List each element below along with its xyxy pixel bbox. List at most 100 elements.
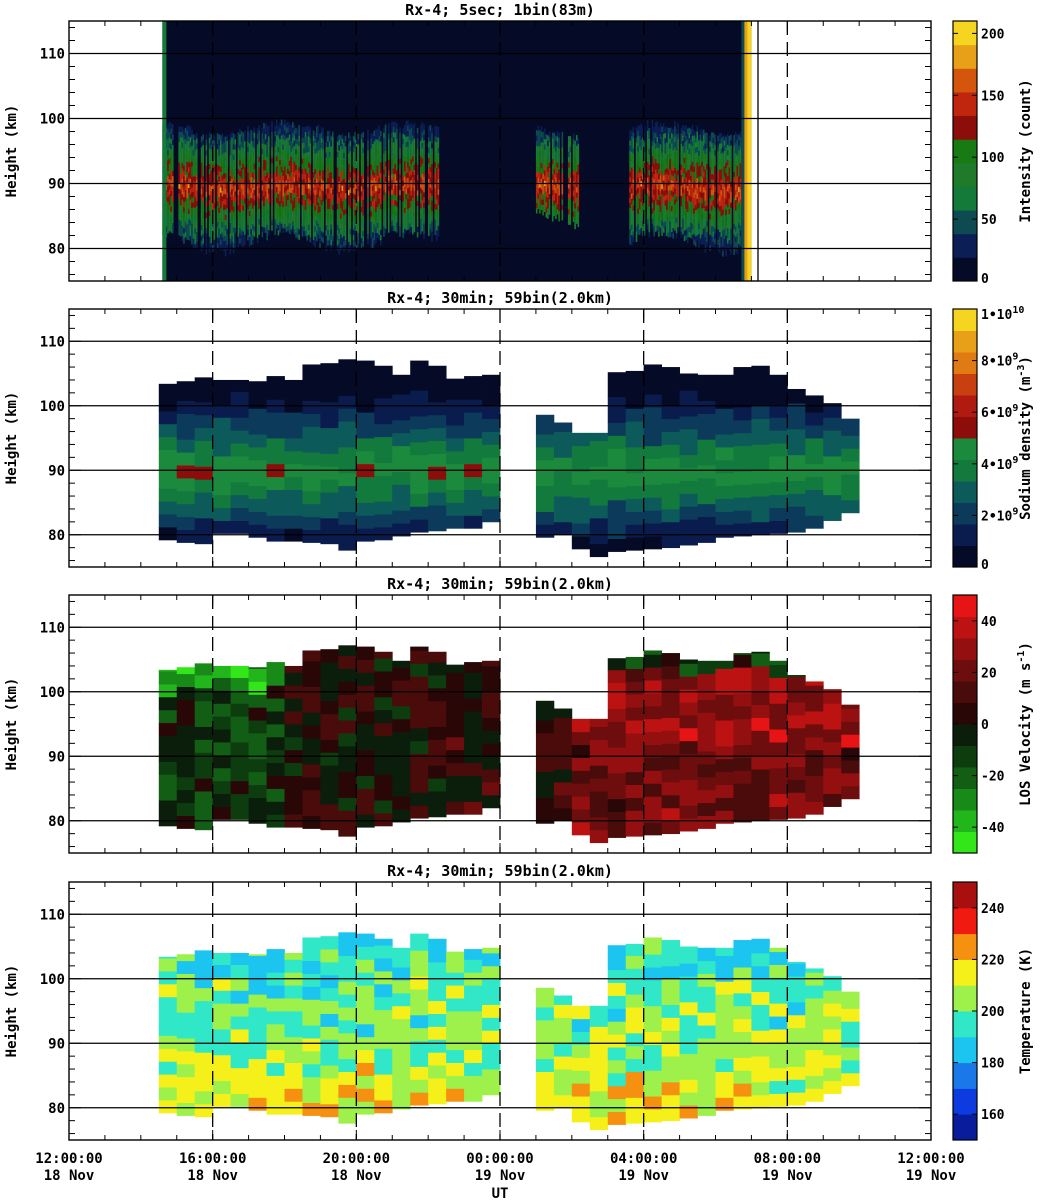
intensity-cell — [181, 136, 184, 143]
intensity-cell — [221, 154, 224, 160]
intensity-cell — [250, 218, 252, 225]
intensity-cell — [720, 236, 723, 243]
intensity-cell — [535, 135, 538, 141]
intensity-cell — [431, 236, 433, 243]
intensity-cell — [730, 207, 732, 214]
intensity-cell — [379, 224, 382, 230]
intensity-cell — [672, 165, 675, 172]
intensity-cell — [637, 197, 639, 204]
intensity-cell — [320, 168, 323, 175]
intensity-cell — [674, 167, 676, 174]
intensity-cell — [702, 140, 705, 146]
intensity-cell — [258, 172, 260, 178]
intensity-cell — [168, 147, 171, 154]
intensity-cell — [394, 168, 396, 175]
intensity-cell — [336, 136, 339, 142]
intensity-cell — [666, 126, 668, 132]
intensity-cell — [275, 171, 278, 177]
intensity-cell — [535, 166, 538, 172]
intensity-cell — [395, 190, 398, 197]
intensity-cell — [187, 182, 190, 189]
intensity-cell — [279, 216, 281, 223]
intensity-cell — [405, 136, 408, 143]
intensity-cell — [283, 207, 286, 214]
intensity-cell — [307, 172, 310, 178]
intensity-cell — [195, 164, 198, 170]
intensity-cell — [360, 232, 363, 239]
intensity-cell — [551, 174, 554, 180]
intensity-cell — [408, 124, 411, 130]
intensity-cell — [677, 138, 679, 145]
intensity-cell — [629, 176, 631, 183]
intensity-cell — [736, 160, 739, 166]
intensity-cell — [242, 168, 244, 175]
intensity-colorbar-label: 50 — [981, 213, 997, 228]
intensity-cell — [295, 180, 297, 186]
intensity-cell — [248, 158, 251, 165]
intensity-cell — [211, 185, 214, 191]
intensity-cell — [662, 227, 665, 233]
intensity-cell — [295, 133, 297, 139]
intensity-cell — [691, 187, 694, 193]
intensity-cell — [685, 140, 687, 147]
intensity-cell — [548, 157, 551, 163]
intensity-cell — [561, 162, 564, 169]
intensity-cell — [256, 206, 259, 212]
density-cell — [176, 529, 196, 543]
intensity-cell — [555, 145, 557, 152]
intensity-cell — [403, 176, 406, 182]
intensity-cell — [357, 211, 360, 218]
intensity-cell — [734, 231, 737, 237]
intensity-cell — [539, 156, 541, 162]
intensity-cell — [371, 133, 374, 139]
intensity-cell — [242, 163, 244, 170]
intensity-cell — [726, 139, 729, 145]
intensity-cell — [280, 140, 283, 146]
intensity-cell — [427, 157, 430, 164]
intensity-cell — [283, 176, 286, 183]
intensity-cell — [341, 174, 344, 181]
intensity-cell — [637, 192, 639, 199]
intensity-cell — [229, 201, 232, 208]
intensity-cell — [690, 206, 692, 213]
intensity-cell — [664, 195, 667, 201]
intensity-cell — [307, 136, 310, 142]
intensity-cell — [223, 204, 225, 210]
intensity-cell — [551, 138, 554, 144]
intensity-cell — [229, 243, 232, 249]
intensity-cell — [290, 125, 292, 131]
intensity-cell — [543, 128, 546, 135]
intensity-cell — [408, 212, 411, 219]
intensity-cell — [685, 229, 687, 235]
intensity-cell — [298, 151, 300, 157]
intensity-cell — [658, 225, 660, 232]
intensity-cell — [383, 148, 385, 154]
intensity-cell — [179, 199, 182, 206]
intensity-cell — [733, 192, 735, 198]
intensity-cell — [275, 134, 278, 141]
intensity-cell — [403, 140, 406, 146]
intensity-cell — [287, 184, 289, 190]
intensity-cell — [307, 146, 310, 152]
intensity-cell — [730, 160, 732, 167]
intensity-cell — [213, 187, 216, 193]
intensity-cell — [728, 219, 731, 225]
intensity-cell — [712, 236, 715, 242]
intensity-cell — [360, 133, 363, 140]
intensity-cell — [243, 239, 246, 246]
intensity-cell — [304, 157, 307, 164]
intensity-cell — [319, 159, 321, 166]
intensity-cell — [391, 127, 393, 133]
intensity-cell — [171, 165, 174, 171]
intensity-cell — [231, 168, 233, 174]
intensity-cell — [730, 243, 732, 250]
intensity-cell — [662, 185, 665, 192]
intensity-cell — [338, 160, 340, 167]
intensity-cell — [295, 154, 297, 160]
intensity-cell — [642, 215, 644, 221]
intensity-cell — [437, 230, 440, 237]
intensity-cell — [296, 222, 299, 228]
intensity-cell — [728, 151, 731, 158]
intensity-cell — [210, 232, 212, 239]
intensity-cell — [405, 209, 408, 215]
